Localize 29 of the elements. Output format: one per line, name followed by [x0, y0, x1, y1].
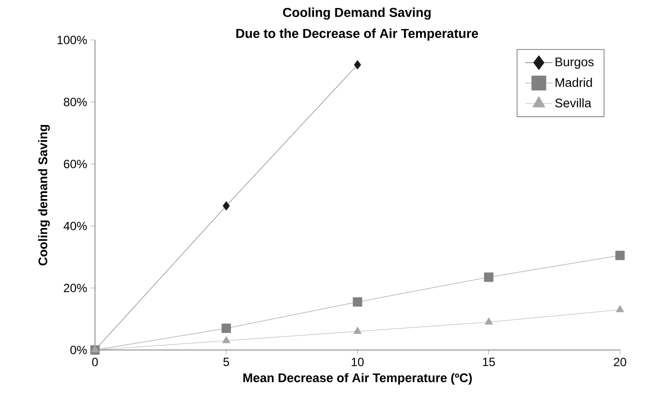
x-tick-label: 5	[223, 358, 230, 366]
x-tick-label: 15	[483, 358, 495, 366]
point	[354, 60, 362, 70]
point	[484, 272, 494, 282]
legend-label: Sevilla	[555, 98, 592, 108]
y-tick-label: 60%	[64, 160, 87, 168]
y-tick-label: 80%	[64, 98, 87, 106]
point	[615, 250, 625, 260]
point	[222, 201, 230, 211]
chart-title: Cooling Demand Saving	[283, 8, 431, 20]
legend-label: Burgos	[556, 58, 594, 69]
x-tick-label: 10	[352, 358, 364, 366]
y-tick-label: 0%	[70, 346, 87, 354]
point	[352, 297, 362, 307]
point	[90, 345, 100, 352]
x-tick-label: 20	[614, 358, 626, 366]
point	[484, 317, 493, 325]
x-axis-title: Mean Decrease of Air Temperature (ºC)	[243, 373, 472, 385]
y-tick-label: 100%	[58, 36, 87, 44]
chart-subtitle: Due to the Decrease of Air Temperature	[236, 28, 478, 41]
y-tick-label: 40%	[64, 222, 87, 230]
point	[616, 305, 624, 312]
legend-label: Madrid	[556, 78, 592, 87]
point	[222, 324, 231, 333]
point	[353, 326, 362, 334]
y-axis-title: Cooling demand Saving	[38, 124, 50, 266]
y-tick-label: 20%	[64, 284, 87, 292]
x-tick-label: 0	[92, 358, 98, 366]
point	[222, 336, 230, 344]
